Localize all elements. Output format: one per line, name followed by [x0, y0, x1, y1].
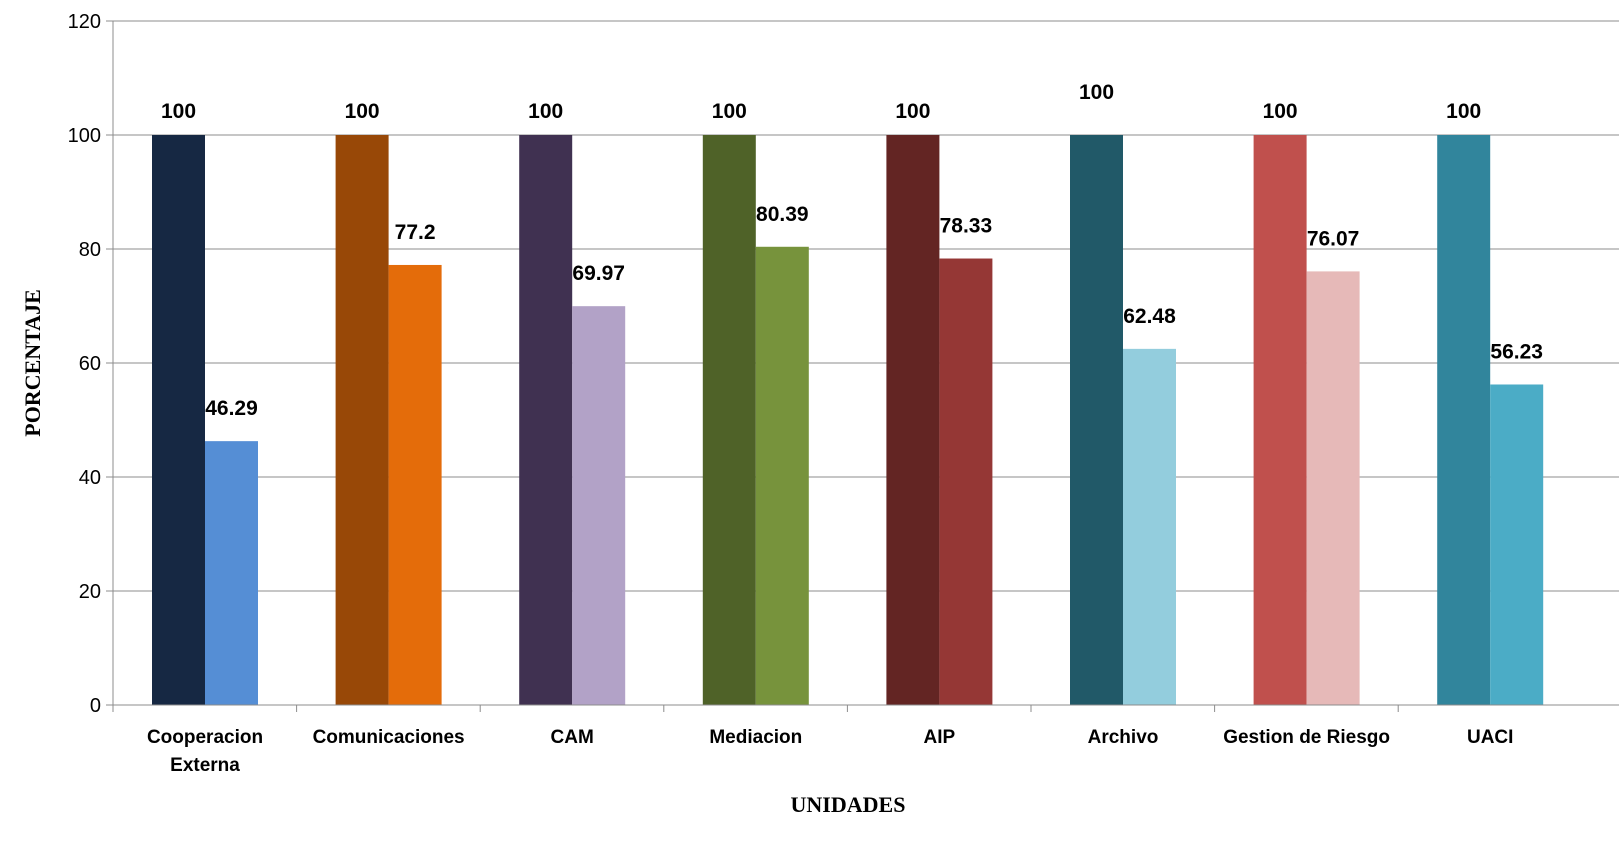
- data-label: 100: [712, 100, 747, 123]
- x-category-label: Cooperacion: [147, 727, 263, 748]
- data-label: 100: [1079, 81, 1114, 104]
- bar-total: [702, 135, 756, 705]
- data-label: 46.29: [205, 397, 258, 420]
- bar-achieved: [572, 306, 626, 705]
- data-label: 100: [345, 100, 380, 123]
- bar-total: [1437, 135, 1491, 705]
- bar-achieved: [388, 264, 442, 705]
- data-label: 100: [528, 100, 563, 123]
- bar-total: [886, 135, 940, 705]
- y-tick-label: 20: [79, 581, 101, 603]
- x-category-label: Archivo: [1088, 727, 1159, 748]
- y-tick-label: 120: [68, 11, 101, 33]
- data-label: 76.07: [1307, 227, 1360, 250]
- y-tick-label: 60: [79, 353, 101, 375]
- x-category-label: UACI: [1467, 727, 1513, 748]
- data-label: 100: [895, 100, 930, 123]
- axes: 0 20 40 60 80 100 120: [68, 11, 1619, 717]
- x-category-label: Mediacion: [709, 727, 802, 748]
- bar-achieved: [1490, 384, 1544, 705]
- data-label: 56.23: [1490, 340, 1543, 363]
- y-tick-label: 0: [90, 695, 101, 717]
- bars: [152, 135, 1544, 706]
- bar-achieved: [205, 441, 258, 705]
- data-label: 62.48: [1123, 305, 1176, 328]
- x-axis-title: UNIDADES: [791, 792, 906, 817]
- labels: 100 46.29 Cooperacion Externa 100 77.2 Comunic…: [147, 81, 1543, 776]
- bar-achieved: [1123, 348, 1176, 705]
- bar-total: [519, 135, 573, 705]
- bar-achieved: [939, 258, 993, 705]
- x-category-label: Comunicaciones: [313, 727, 465, 748]
- bar-achieved: [1306, 271, 1360, 705]
- bar-total: [335, 135, 389, 705]
- data-label: 100: [1446, 100, 1481, 123]
- bar-total: [1070, 135, 1123, 705]
- y-tick-label: 40: [79, 467, 101, 489]
- x-category-label: Externa: [170, 755, 240, 776]
- x-category-label: Gestion de Riesgo: [1223, 727, 1390, 748]
- data-label: 78.33: [940, 215, 993, 238]
- y-axis-title: PORCENTAJE: [20, 289, 45, 437]
- data-label: 69.97: [572, 262, 625, 285]
- y-tick-label: 100: [68, 125, 101, 147]
- data-label: 80.39: [756, 203, 809, 226]
- y-tick-label: 80: [79, 239, 101, 261]
- data-label: 100: [161, 100, 196, 123]
- data-label: 77.2: [395, 221, 436, 244]
- x-category-label: AIP: [924, 727, 956, 748]
- bar-achieved: [755, 246, 809, 706]
- bar-total: [1253, 135, 1307, 705]
- x-category-label: CAM: [551, 727, 594, 748]
- bar-total: [152, 135, 205, 705]
- data-label: 100: [1263, 100, 1298, 123]
